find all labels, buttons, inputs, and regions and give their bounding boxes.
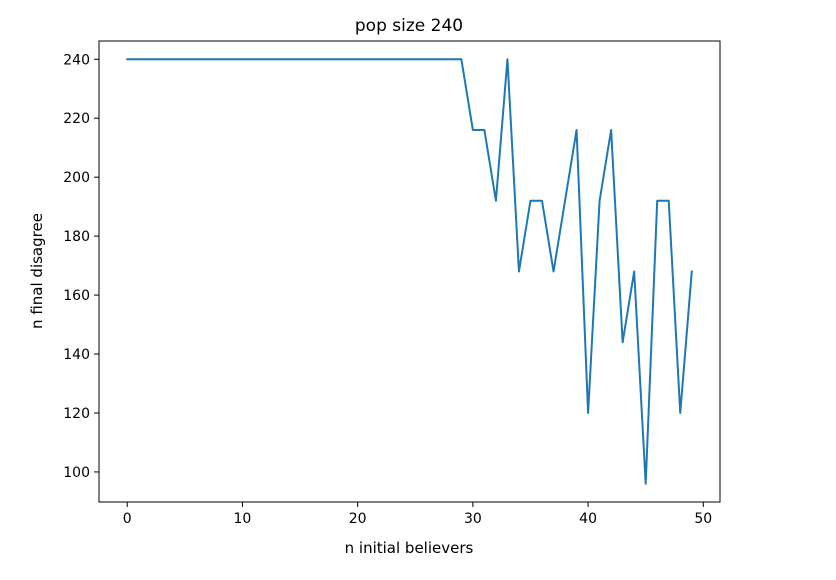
y-tick-label: 100 [63,465,90,481]
y-axis-label: n final disagree [28,213,46,329]
series-line [126,58,693,485]
y-tick-label: 120 [63,406,90,422]
y-tick-label: 200 [63,170,90,186]
x-tick-label: 0 [123,511,132,527]
plot-area-frame [98,40,721,503]
x-axis-label: n initial believers [345,539,474,557]
x-tick-label: 30 [464,511,482,527]
x-tick-label: 40 [579,511,597,527]
x-tick-label: 20 [349,511,367,527]
series-layer [126,58,693,485]
y-tick-label: 140 [63,347,90,363]
y-tick-label: 180 [63,229,90,245]
x-tick-label: 50 [694,511,712,527]
y-tick-label: 220 [63,111,90,127]
x-axis-ticks: 0 10 20 30 40 50 [123,502,712,527]
chart-title: pop size 240 [355,16,463,36]
x-tick-label: 10 [234,511,252,527]
y-tick-label: 160 [63,288,90,304]
y-axis-ticks: 100 120 140 160 180 200 220 240 [63,52,99,481]
y-tick-label: 240 [63,52,90,68]
